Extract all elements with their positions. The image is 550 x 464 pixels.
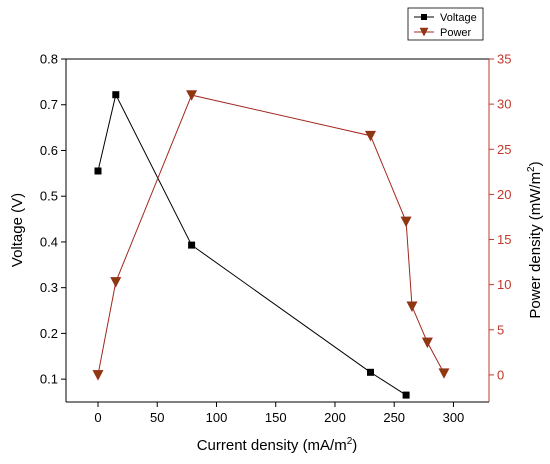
y-right-tick-label: 10 — [497, 277, 511, 292]
x-tick-label: 50 — [150, 410, 164, 425]
y-right-tick-label: 20 — [497, 187, 511, 202]
voltage-point — [94, 167, 102, 175]
x-axis-label: Current density (mA/m2) — [197, 436, 358, 454]
legend-box — [407, 7, 484, 41]
y-left-tick-label: 0.1 — [40, 372, 58, 387]
power-point — [406, 301, 418, 312]
y-left-tick-label: 0.7 — [40, 97, 58, 112]
y-right-tick-label: 0 — [497, 367, 504, 382]
y-left-axis-label: Voltage (V) — [9, 193, 26, 267]
x-tick-label: 250 — [383, 410, 405, 425]
voltage-point — [402, 391, 410, 399]
voltage-point — [188, 241, 196, 249]
power-point — [438, 368, 450, 379]
y-left-tick-label: 0.2 — [40, 326, 58, 341]
y-right-tick-label: 35 — [497, 52, 511, 67]
x-tick-label: 300 — [443, 410, 465, 425]
legend-power-label: Power — [440, 27, 472, 39]
y-right-tick-label: 5 — [497, 322, 504, 337]
legend-voltage-label: Voltage — [440, 12, 477, 24]
plot-area — [66, 59, 489, 402]
x-tick-label: 0 — [94, 410, 101, 425]
power-series-line — [97, 94, 445, 375]
x-tick-label: 100 — [206, 410, 228, 425]
power-point — [400, 216, 412, 228]
x-tick-label: 200 — [324, 410, 346, 425]
voltage-point — [112, 91, 120, 99]
y-left-axis-ticks: 0.1 0.2 0.3 0.4 0.5 0.6 0.7 0.8 — [40, 52, 66, 387]
plot-frame — [65, 58, 490, 403]
y-left-tick-label: 0.8 — [40, 52, 58, 67]
y-right-axis-ticks: 0 5 10 15 20 25 30 35 — [489, 52, 511, 382]
x-axis-ticks: 0 50 100 150 200 250 300 — [94, 402, 464, 425]
power-point — [421, 337, 433, 349]
power-point — [365, 130, 377, 142]
y-left-tick-label: 0.5 — [40, 189, 58, 204]
voltage-point — [367, 368, 374, 376]
power-point — [92, 370, 104, 381]
y-right-tick-label: 15 — [497, 232, 511, 247]
y-right-tick-label: 25 — [497, 142, 511, 157]
x-tick-label: 150 — [265, 410, 287, 425]
y-right-axis-label: Power density (mW/m2) — [526, 161, 544, 318]
y-left-tick-label: 0.3 — [40, 280, 58, 295]
legend-voltage-marker — [421, 14, 427, 20]
series-layer — [92, 90, 450, 399]
y-left-tick-label: 0.6 — [40, 143, 58, 158]
y-left-tick-label: 0.4 — [40, 234, 58, 249]
legend-power-marker — [419, 27, 429, 37]
y-right-tick-label: 30 — [497, 97, 511, 112]
power-point — [186, 90, 198, 101]
legend: Voltage Power — [407, 7, 484, 41]
power-point — [110, 277, 122, 288]
